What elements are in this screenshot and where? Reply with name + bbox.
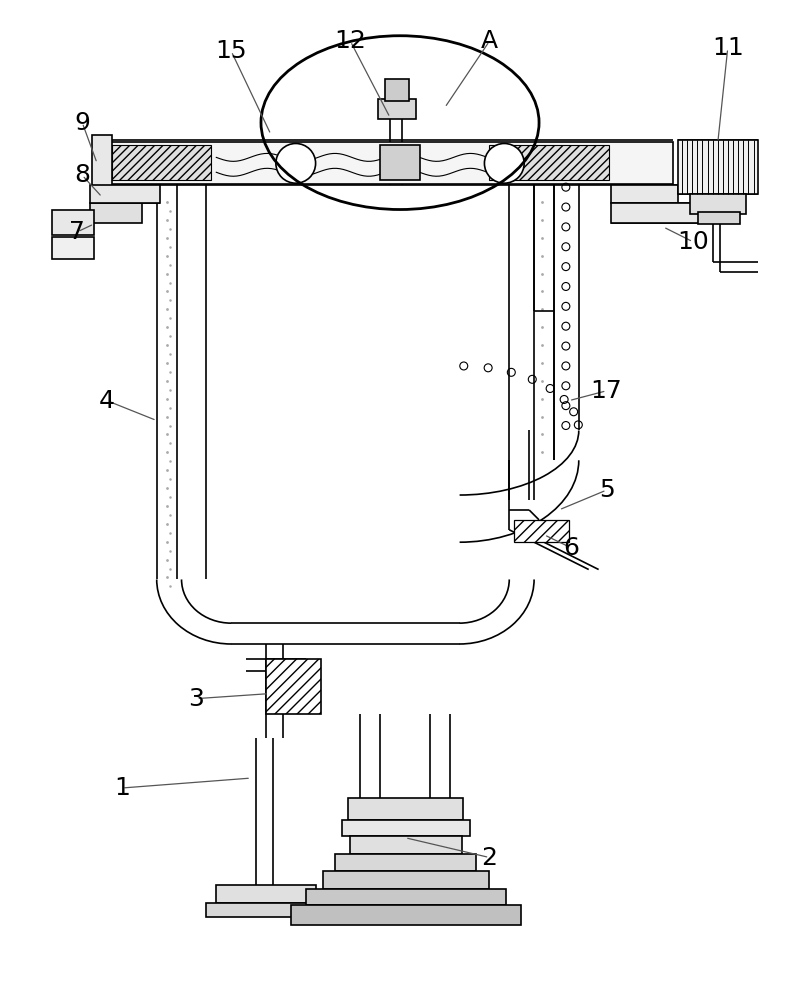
Bar	[378, 99, 416, 119]
Bar	[90, 203, 142, 223]
Text: 12: 12	[334, 29, 366, 53]
Text: 9: 9	[74, 111, 90, 135]
Bar	[489, 145, 609, 180]
Text: 8: 8	[74, 163, 90, 187]
Text: 5: 5	[599, 478, 614, 502]
Bar	[342, 820, 469, 836]
Text: 6: 6	[563, 536, 579, 560]
Text: A: A	[481, 29, 498, 53]
Text: 17: 17	[591, 379, 622, 403]
Bar	[349, 798, 463, 820]
Bar	[306, 889, 506, 905]
Bar	[206, 903, 324, 917]
Bar	[610, 203, 720, 223]
Text: 10: 10	[677, 230, 709, 254]
Bar	[90, 185, 159, 203]
Bar	[385, 79, 409, 101]
Bar	[336, 854, 477, 871]
Text: 2: 2	[481, 846, 497, 870]
Bar	[323, 871, 489, 889]
Bar	[698, 212, 740, 224]
Bar	[678, 140, 758, 194]
Text: 3: 3	[188, 687, 204, 711]
Bar	[112, 145, 212, 180]
Bar	[52, 210, 94, 235]
Bar	[266, 659, 320, 714]
Text: 15: 15	[216, 39, 247, 63]
Circle shape	[276, 143, 316, 183]
Bar	[690, 194, 745, 214]
Text: 11: 11	[712, 36, 744, 60]
Circle shape	[485, 143, 524, 183]
Bar	[350, 836, 461, 854]
Text: 1: 1	[114, 776, 130, 800]
Bar	[380, 145, 420, 180]
Bar	[610, 185, 678, 203]
Text: 7: 7	[69, 220, 85, 244]
Bar	[291, 905, 521, 925]
Bar	[52, 237, 94, 259]
Text: 4: 4	[99, 389, 115, 413]
Bar	[217, 885, 316, 903]
Bar	[92, 135, 112, 192]
Bar	[102, 142, 673, 184]
Bar	[514, 520, 569, 542]
